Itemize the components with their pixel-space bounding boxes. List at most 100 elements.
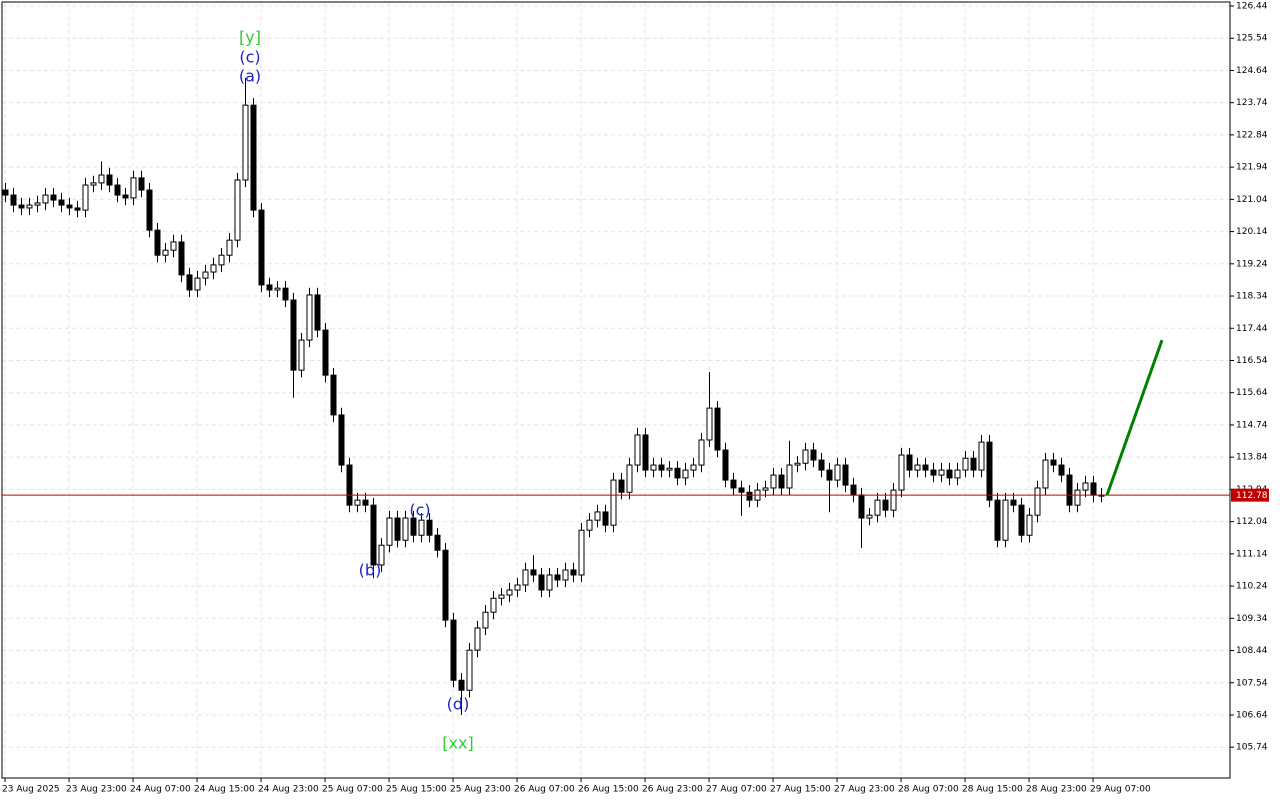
candle-body <box>82 184 89 211</box>
candle-body <box>402 517 409 541</box>
candle-body <box>370 504 377 566</box>
candle-body <box>26 204 33 209</box>
x-tick-label: 23 Aug 2025 <box>2 785 60 795</box>
candle-body <box>770 474 777 489</box>
candle-body <box>594 511 601 521</box>
candle-body <box>1074 489 1081 506</box>
wave-label: [y] <box>239 28 261 47</box>
candle-body <box>466 649 473 691</box>
candle-body <box>762 487 769 491</box>
candle-body <box>778 474 785 489</box>
candle-body <box>130 177 137 199</box>
candle-body <box>138 177 145 191</box>
candle-body <box>1010 499 1017 506</box>
y-tick-label: 107.54 <box>1236 678 1268 688</box>
y-tick-label: 112.04 <box>1236 517 1268 527</box>
candle-body <box>450 619 457 681</box>
y-tick-label: 108.44 <box>1236 646 1268 656</box>
x-tick-label: 26 Aug 15:00 <box>578 785 639 795</box>
candle-body <box>1090 482 1097 496</box>
candle-body <box>66 204 73 209</box>
candle-body <box>578 529 585 576</box>
candle-body <box>378 544 385 566</box>
current-price-box <box>1231 488 1269 502</box>
candle-body <box>98 174 105 184</box>
x-tick-label: 24 Aug 23:00 <box>258 785 319 795</box>
y-tick-label: 124.64 <box>1236 66 1268 76</box>
candle-body <box>546 574 553 591</box>
x-tick-label: 24 Aug 15:00 <box>194 785 255 795</box>
candle-body <box>58 199 65 206</box>
current-price-label: 112.78 <box>1236 491 1268 501</box>
wave-label: [xx] <box>442 734 473 753</box>
candle-body <box>194 277 201 291</box>
plot-frame <box>1 1 1231 779</box>
candle-body <box>418 519 425 536</box>
candle-body <box>618 479 625 493</box>
x-tick-label: 25 Aug 23:00 <box>450 785 511 795</box>
candle-body <box>274 287 281 291</box>
candle-body <box>322 329 329 376</box>
candle-body <box>954 469 961 479</box>
y-tick-label: 122.84 <box>1236 130 1268 140</box>
candle-body <box>810 449 817 461</box>
candle-body <box>234 179 241 241</box>
candle-body <box>18 204 25 209</box>
candle-body <box>890 489 897 511</box>
candle-body <box>882 499 889 511</box>
candle-body <box>666 467 673 471</box>
candle-body <box>114 184 121 196</box>
candle-body <box>570 569 577 576</box>
candle-body <box>554 574 561 581</box>
candle-body <box>346 464 353 506</box>
wave-label: (a) <box>239 67 261 86</box>
candle-body <box>74 207 81 211</box>
x-tick-label: 29 Aug 07:00 <box>1090 785 1151 795</box>
candle-body <box>538 574 545 591</box>
candle-body <box>498 594 505 599</box>
y-tick-label: 121.04 <box>1236 195 1268 205</box>
x-tick-label: 25 Aug 07:00 <box>322 785 383 795</box>
candle-body <box>394 517 401 541</box>
candle-body <box>170 241 177 251</box>
candle-body <box>154 229 161 256</box>
y-tick-label: 115.64 <box>1236 388 1268 398</box>
candle-body <box>162 249 169 256</box>
y-tick-label: 106.64 <box>1236 710 1268 720</box>
candle-body <box>986 441 993 501</box>
candle-body <box>434 534 441 551</box>
y-tick-label: 109.34 <box>1236 614 1268 624</box>
candle-body <box>802 449 809 464</box>
candle-body <box>482 611 489 629</box>
candle-body <box>34 202 41 206</box>
y-tick-label: 125.54 <box>1236 34 1268 44</box>
y-tick-label: 105.74 <box>1236 743 1268 753</box>
x-tick-label: 23 Aug 23:00 <box>66 785 127 795</box>
candle-body <box>714 407 721 451</box>
candle-body <box>842 464 849 486</box>
candle-body <box>994 499 1001 541</box>
candle-body <box>930 469 937 476</box>
wave-label: (c) <box>239 48 260 67</box>
candle-body <box>250 104 257 211</box>
candle-body <box>386 517 393 546</box>
y-tick-label: 118.34 <box>1236 292 1268 302</box>
x-tick-label: 28 Aug 23:00 <box>1026 785 1087 795</box>
candle-body <box>786 464 793 489</box>
candle-body <box>314 294 321 331</box>
x-tick-label: 26 Aug 23:00 <box>642 785 703 795</box>
candle-body <box>330 374 337 416</box>
candle-body <box>50 194 57 201</box>
candle-body <box>826 469 833 481</box>
candle-body <box>122 194 129 199</box>
candle-body <box>642 434 649 471</box>
candle-body <box>746 491 753 501</box>
candle-body <box>682 469 689 479</box>
candle-body <box>258 209 265 286</box>
candle-body <box>962 457 969 471</box>
y-tick-label: 113.84 <box>1236 453 1268 463</box>
candle-body <box>210 264 217 273</box>
y-tick-label: 114.74 <box>1236 420 1268 430</box>
candle-body <box>730 479 737 489</box>
